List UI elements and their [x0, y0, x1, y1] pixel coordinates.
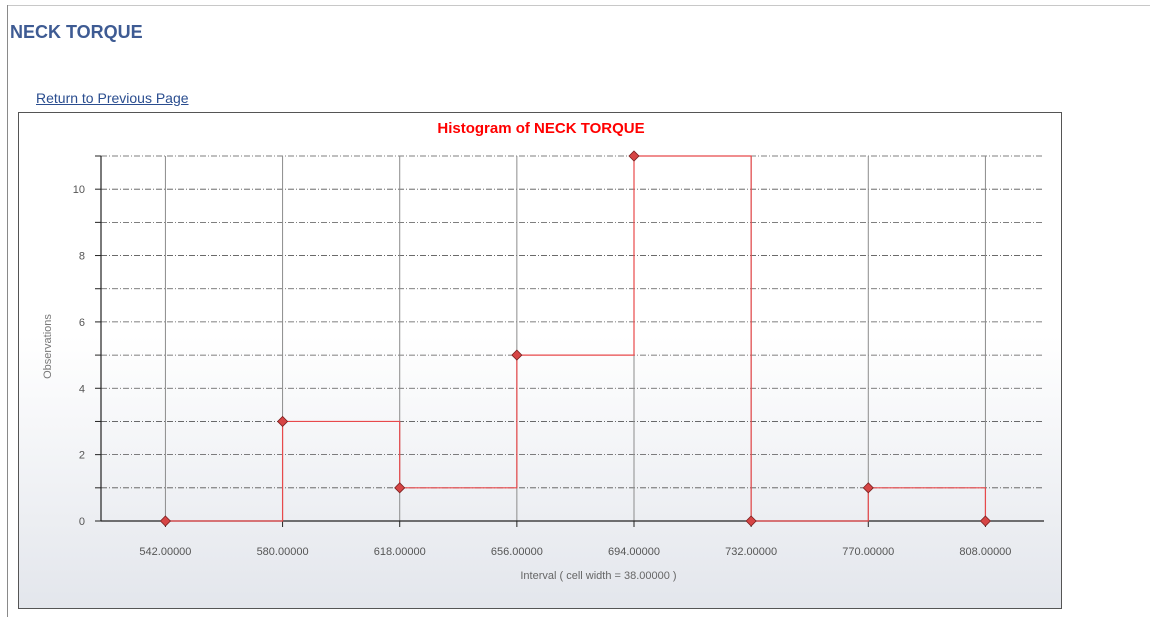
data-point — [511, 349, 523, 361]
y-tick-label: 8 — [79, 251, 85, 263]
x-tick-label: 656.00000 — [491, 546, 543, 558]
return-to-previous-page-link[interactable]: Return to Previous Page — [36, 90, 189, 106]
x-tick-label: 732.00000 — [725, 546, 777, 558]
x-tick-label: 580.00000 — [257, 546, 309, 558]
chart-svg: Histogram of NECK TORQUE 0 2 4 6 8 10 542.00000… — [42, 120, 1044, 582]
y-tick-label: 6 — [79, 317, 85, 329]
x-tick-label: 618.00000 — [374, 546, 426, 558]
data-point — [394, 482, 406, 494]
page-title: NECK TORQUE — [10, 22, 143, 42]
y-tick-label: 10 — [73, 184, 85, 196]
y-tick-label: 4 — [79, 383, 85, 395]
data-point — [745, 515, 757, 527]
y-axis-label: Observations — [42, 314, 54, 379]
x-tick-label: 542.00000 — [139, 546, 191, 558]
x-axis-label: Interval ( cell width = 38.00000 ) — [520, 570, 676, 582]
data-point — [862, 482, 874, 494]
x-tick-label: 808.00000 — [959, 546, 1011, 558]
histogram-series-line — [165, 155, 987, 522]
data-point — [159, 515, 171, 527]
x-tick-label: 694.00000 — [608, 546, 660, 558]
chart-title: Histogram of NECK TORQUE — [437, 120, 644, 137]
data-point — [277, 415, 289, 428]
data-point — [979, 515, 991, 527]
top-rule — [7, 5, 1150, 6]
histogram-chart: Histogram of NECK TORQUE 0 2 4 6 8 10 542.00000… — [18, 112, 1062, 609]
left-rule — [7, 5, 8, 617]
y-tick-label: 0 — [79, 516, 85, 528]
x-tick-label: 770.00000 — [842, 546, 894, 558]
data-point — [628, 150, 640, 162]
y-tick-label: 2 — [79, 450, 85, 462]
